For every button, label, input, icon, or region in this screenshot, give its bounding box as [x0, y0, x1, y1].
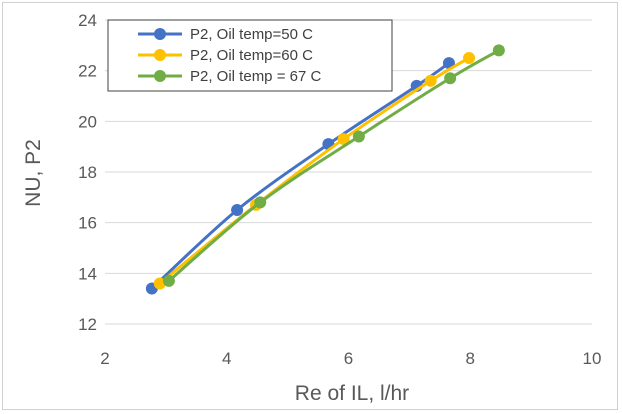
data-point [254, 196, 267, 209]
legend-item: P2, Oil temp=60 C [138, 47, 313, 64]
series-1 [145, 57, 455, 295]
legend-label: P2, Oil temp=50 C [190, 26, 313, 43]
legend-label: P2, Oil temp=60 C [190, 47, 313, 64]
y-tick-label: 22 [78, 62, 97, 81]
series-group [145, 44, 505, 295]
data-point [492, 44, 505, 57]
legend-item: P2, Oil temp=50 C [138, 26, 313, 43]
data-point [337, 133, 350, 146]
data-point [352, 130, 365, 143]
data-point [153, 277, 166, 290]
y-axis-ticks: 12 14 16 18 20 22 24 [78, 11, 97, 334]
y-tick-label: 16 [78, 214, 97, 233]
legend-item: P2, Oil temp = 67 C [138, 68, 321, 85]
x-axis-ticks: 2 4 6 8 10 [100, 349, 601, 368]
legend-marker [154, 70, 166, 82]
x-tick-label: 2 [100, 349, 109, 368]
legend-label: P2, Oil temp = 67 C [190, 68, 321, 85]
x-tick-label: 6 [344, 349, 353, 368]
y-tick-label: 20 [78, 112, 97, 131]
legend-marker [154, 28, 166, 40]
y-tick-label: 12 [78, 315, 97, 334]
y-axis-title: NU, P2 [22, 139, 45, 207]
x-axis-title: Re of IL, l/hr [295, 382, 409, 405]
data-point [231, 204, 244, 216]
y-tick-label: 14 [78, 264, 97, 283]
data-point [463, 52, 476, 64]
y-tick-label: 18 [78, 163, 97, 182]
series-3 [162, 44, 505, 287]
data-point [424, 74, 437, 87]
legend: P2, Oil temp=50 C P2, Oil temp=60 C P2, Oi… [107, 19, 393, 92]
data-point [162, 274, 175, 287]
x-tick-label: 10 [583, 349, 602, 368]
y-tick-label: 24 [78, 11, 97, 30]
x-tick-label: 8 [466, 349, 475, 368]
x-tick-label: 4 [222, 349, 231, 368]
data-point [444, 72, 457, 85]
legend-marker [154, 49, 166, 61]
